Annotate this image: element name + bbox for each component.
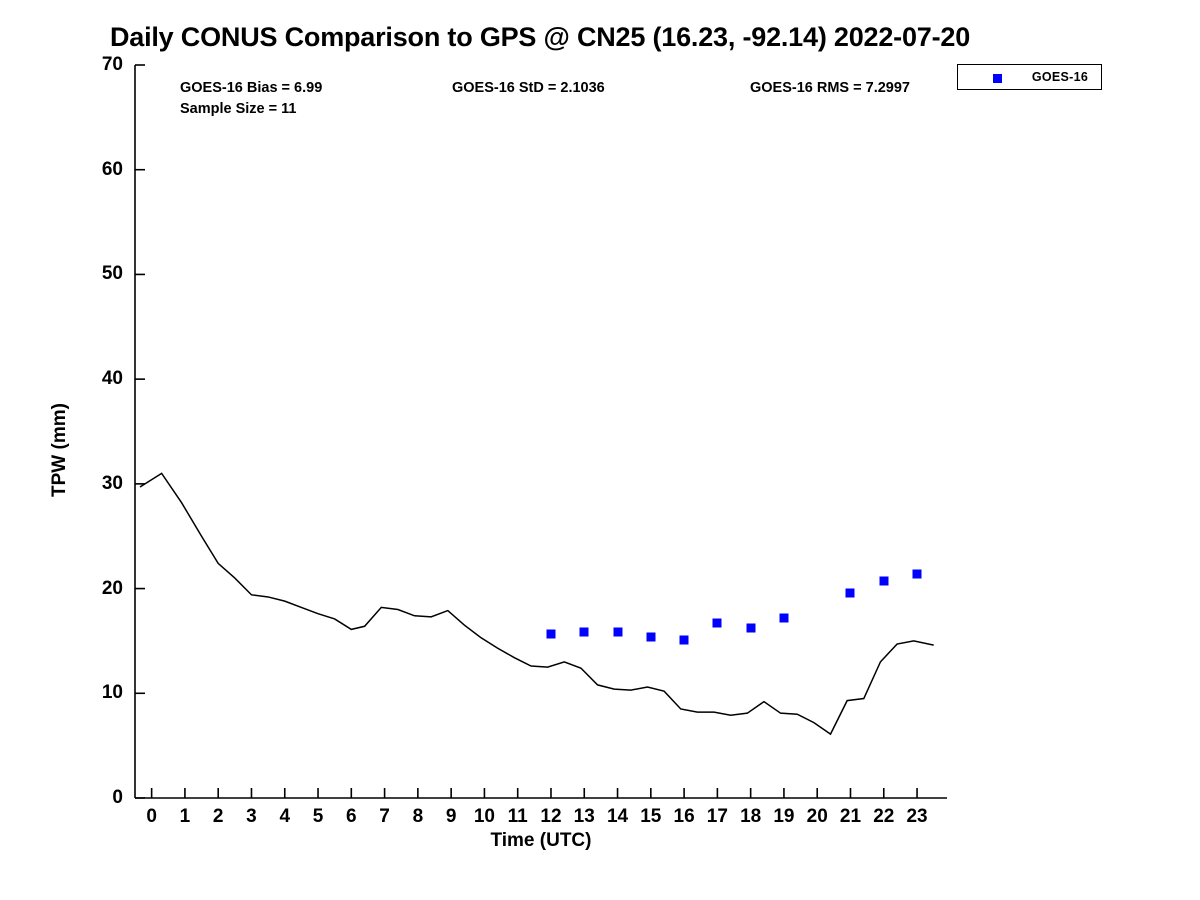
x-tick-label: 22 (873, 806, 895, 827)
y-tick-label: 60 (101, 158, 123, 180)
annotation-bias: GOES-16 Bias = 6.99 (180, 80, 323, 96)
x-tick-label: 21 (839, 806, 862, 827)
x-tick-label: 0 (146, 806, 157, 827)
x-tick-label: 9 (445, 806, 457, 827)
scatter-marker (613, 627, 623, 636)
annotation-std: GOES-16 StD = 2.1036 (452, 80, 605, 96)
scatter-marker (746, 623, 756, 633)
y-tick-label: 10 (101, 682, 123, 704)
x-tick-label: 15 (640, 806, 662, 827)
legend: GOES-16 (957, 64, 1102, 90)
x-tick-label: 7 (379, 806, 390, 827)
x-tick-label: 3 (246, 806, 257, 827)
x-tick-label: 2 (212, 806, 224, 827)
y-axis-ticks (135, 64, 145, 799)
scatter-marker (845, 588, 855, 598)
x-tick-label: 5 (312, 806, 324, 827)
x-tick-label: 4 (279, 806, 291, 827)
x-tick-label: 14 (606, 806, 629, 827)
x-tick-label: 6 (346, 806, 357, 827)
scatter-marker (546, 629, 556, 639)
x-tick-label: 11 (507, 806, 528, 827)
scatter-marker (779, 613, 789, 623)
x-tick-label: 13 (573, 806, 595, 827)
x-axis-ticks (150, 788, 918, 798)
page-title: Daily CONUS Comparison to GPS @ CN25 (16… (109, 22, 971, 52)
plot-svg (134, 64, 947, 799)
x-tick-label: 23 (906, 806, 928, 827)
y-axis-label: TPW (mm) (49, 403, 70, 497)
legend-label-goes16: GOES-16 (1031, 70, 1089, 84)
y-tick-label: 40 (101, 368, 123, 390)
scatter-marker (912, 569, 922, 579)
annotation-sample-size: Sample Size = 11 (180, 101, 297, 117)
annotation-rms: GOES-16 RMS = 7.2997 (750, 80, 910, 96)
y-tick-label: 30 (101, 472, 123, 494)
y-tick-label: 20 (101, 577, 123, 599)
scatter-marker (712, 618, 722, 628)
x-tick-label: 1 (179, 806, 191, 827)
gps-line-series (139, 472, 934, 736)
x-axis-label: Time (UTC) (490, 830, 592, 851)
plot-area: 0 10 20 30 40 50 60 70 0 1 2 3 4 5 6 7 8 9 10 11 12 13 14 15 16… (102, 54, 947, 827)
x-tick-label: 20 (806, 806, 828, 827)
y-tick-label: 0 (112, 787, 123, 808)
scatter-marker (879, 576, 889, 586)
x-tick-label: 16 (673, 806, 695, 827)
x-tick-label: 17 (706, 806, 728, 827)
legend-marker-goes16-icon (993, 74, 1002, 83)
axis-lines (134, 65, 947, 799)
x-tick-label: 12 (540, 806, 562, 827)
scatter-marker (679, 635, 689, 645)
gps-trend-line (139, 472, 934, 736)
x-tick-label: 8 (412, 806, 424, 827)
scatter-marker (646, 632, 656, 642)
x-tick-label: 18 (740, 806, 762, 827)
x-tick-label: 10 (473, 806, 495, 827)
y-tick-label: 70 (101, 54, 123, 75)
scatter-marker (579, 627, 589, 636)
x-tick-label: 19 (773, 806, 795, 827)
y-tick-label: 50 (101, 263, 123, 285)
